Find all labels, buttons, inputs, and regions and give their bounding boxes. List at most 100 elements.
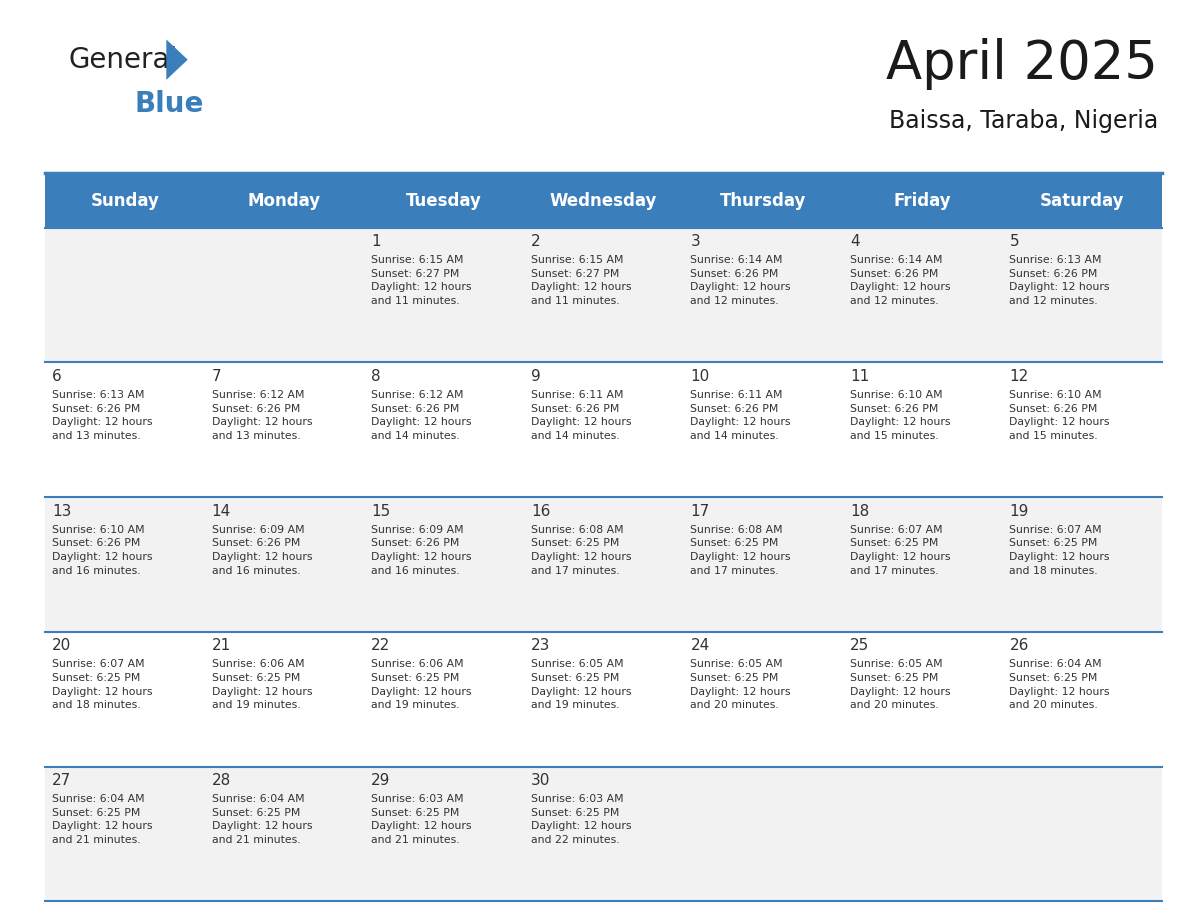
Text: Sunday: Sunday (90, 192, 159, 210)
Text: Sunrise: 6:08 AM
Sunset: 6:25 PM
Daylight: 12 hours
and 17 minutes.: Sunrise: 6:08 AM Sunset: 6:25 PM Dayligh… (531, 525, 631, 576)
Bar (842, 363, 1003, 498)
Text: 28: 28 (211, 773, 230, 789)
Bar (842, 228, 1003, 363)
Text: Sunrise: 6:08 AM
Sunset: 6:25 PM
Daylight: 12 hours
and 17 minutes.: Sunrise: 6:08 AM Sunset: 6:25 PM Dayligh… (690, 525, 791, 576)
Text: 15: 15 (372, 504, 391, 519)
Text: 27: 27 (52, 773, 71, 789)
Text: 5: 5 (1010, 234, 1019, 249)
Text: Baissa, Taraba, Nigeria: Baissa, Taraba, Nigeria (889, 109, 1158, 133)
Text: Sunrise: 6:05 AM
Sunset: 6:25 PM
Daylight: 12 hours
and 19 minutes.: Sunrise: 6:05 AM Sunset: 6:25 PM Dayligh… (531, 659, 631, 711)
Text: 13: 13 (52, 504, 71, 519)
Bar (1003, 498, 1162, 632)
Text: Sunrise: 6:11 AM
Sunset: 6:26 PM
Daylight: 12 hours
and 14 minutes.: Sunrise: 6:11 AM Sunset: 6:26 PM Dayligh… (690, 390, 791, 441)
Bar (842, 767, 1003, 901)
Text: 8: 8 (372, 369, 381, 384)
Text: Sunrise: 6:05 AM
Sunset: 6:25 PM
Daylight: 12 hours
and 20 minutes.: Sunrise: 6:05 AM Sunset: 6:25 PM Dayligh… (849, 659, 950, 711)
Bar (365, 498, 524, 632)
Bar (524, 632, 683, 767)
Bar (524, 498, 683, 632)
Text: 1: 1 (372, 234, 381, 249)
Text: 26: 26 (1010, 638, 1029, 654)
Bar (204, 174, 365, 228)
Bar (45, 767, 204, 901)
Bar (45, 632, 204, 767)
Text: Sunrise: 6:15 AM
Sunset: 6:27 PM
Daylight: 12 hours
and 11 minutes.: Sunrise: 6:15 AM Sunset: 6:27 PM Dayligh… (531, 255, 631, 306)
Bar (204, 632, 365, 767)
Bar (365, 767, 524, 901)
Text: Saturday: Saturday (1040, 192, 1124, 210)
Text: 22: 22 (372, 638, 391, 654)
Bar (524, 363, 683, 498)
Bar (365, 174, 524, 228)
Text: Sunrise: 6:14 AM
Sunset: 6:26 PM
Daylight: 12 hours
and 12 minutes.: Sunrise: 6:14 AM Sunset: 6:26 PM Dayligh… (849, 255, 950, 306)
Text: Thursday: Thursday (720, 192, 807, 210)
Bar (45, 228, 204, 363)
Bar (204, 363, 365, 498)
Bar (683, 767, 842, 901)
Text: 29: 29 (372, 773, 391, 789)
Text: 21: 21 (211, 638, 230, 654)
Text: 16: 16 (531, 504, 550, 519)
Text: Sunrise: 6:07 AM
Sunset: 6:25 PM
Daylight: 12 hours
and 17 minutes.: Sunrise: 6:07 AM Sunset: 6:25 PM Dayligh… (849, 525, 950, 576)
Text: Sunrise: 6:13 AM
Sunset: 6:26 PM
Daylight: 12 hours
and 12 minutes.: Sunrise: 6:13 AM Sunset: 6:26 PM Dayligh… (1010, 255, 1110, 306)
Text: 24: 24 (690, 638, 709, 654)
Text: Monday: Monday (248, 192, 321, 210)
Text: Sunrise: 6:05 AM
Sunset: 6:25 PM
Daylight: 12 hours
and 20 minutes.: Sunrise: 6:05 AM Sunset: 6:25 PM Dayligh… (690, 659, 791, 711)
Text: Sunrise: 6:11 AM
Sunset: 6:26 PM
Daylight: 12 hours
and 14 minutes.: Sunrise: 6:11 AM Sunset: 6:26 PM Dayligh… (531, 390, 631, 441)
Text: Sunrise: 6:10 AM
Sunset: 6:26 PM
Daylight: 12 hours
and 15 minutes.: Sunrise: 6:10 AM Sunset: 6:26 PM Dayligh… (1010, 390, 1110, 441)
Text: 2: 2 (531, 234, 541, 249)
Bar (524, 767, 683, 901)
Text: Sunrise: 6:07 AM
Sunset: 6:25 PM
Daylight: 12 hours
and 18 minutes.: Sunrise: 6:07 AM Sunset: 6:25 PM Dayligh… (1010, 525, 1110, 576)
Text: 20: 20 (52, 638, 71, 654)
Text: Sunrise: 6:04 AM
Sunset: 6:25 PM
Daylight: 12 hours
and 21 minutes.: Sunrise: 6:04 AM Sunset: 6:25 PM Dayligh… (52, 794, 153, 845)
Text: 18: 18 (849, 504, 870, 519)
Text: Sunrise: 6:13 AM
Sunset: 6:26 PM
Daylight: 12 hours
and 13 minutes.: Sunrise: 6:13 AM Sunset: 6:26 PM Dayligh… (52, 390, 153, 441)
Text: General: General (69, 46, 178, 73)
Bar (1003, 632, 1162, 767)
Text: 30: 30 (531, 773, 550, 789)
Text: Sunrise: 6:09 AM
Sunset: 6:26 PM
Daylight: 12 hours
and 16 minutes.: Sunrise: 6:09 AM Sunset: 6:26 PM Dayligh… (211, 525, 312, 576)
Bar (45, 174, 204, 228)
Bar (204, 498, 365, 632)
Text: Sunrise: 6:07 AM
Sunset: 6:25 PM
Daylight: 12 hours
and 18 minutes.: Sunrise: 6:07 AM Sunset: 6:25 PM Dayligh… (52, 659, 153, 711)
Bar (683, 498, 842, 632)
Text: 3: 3 (690, 234, 700, 249)
Text: 14: 14 (211, 504, 230, 519)
Bar (1003, 228, 1162, 363)
Text: Sunrise: 6:10 AM
Sunset: 6:26 PM
Daylight: 12 hours
and 15 minutes.: Sunrise: 6:10 AM Sunset: 6:26 PM Dayligh… (849, 390, 950, 441)
Bar (1003, 767, 1162, 901)
Text: 25: 25 (849, 638, 870, 654)
Bar (842, 632, 1003, 767)
Polygon shape (166, 39, 188, 80)
Bar (204, 767, 365, 901)
Bar (524, 174, 683, 228)
Text: Sunrise: 6:14 AM
Sunset: 6:26 PM
Daylight: 12 hours
and 12 minutes.: Sunrise: 6:14 AM Sunset: 6:26 PM Dayligh… (690, 255, 791, 306)
Text: Tuesday: Tuesday (406, 192, 482, 210)
Bar (683, 174, 842, 228)
Text: 12: 12 (1010, 369, 1029, 384)
Bar (1003, 363, 1162, 498)
Bar (45, 498, 204, 632)
Text: 11: 11 (849, 369, 870, 384)
Bar (842, 174, 1003, 228)
Bar (365, 632, 524, 767)
Text: Sunrise: 6:12 AM
Sunset: 6:26 PM
Daylight: 12 hours
and 14 minutes.: Sunrise: 6:12 AM Sunset: 6:26 PM Dayligh… (372, 390, 472, 441)
Text: 10: 10 (690, 369, 709, 384)
Text: 23: 23 (531, 638, 550, 654)
Text: 19: 19 (1010, 504, 1029, 519)
Bar (683, 632, 842, 767)
Bar (524, 228, 683, 363)
Text: April 2025: April 2025 (886, 39, 1158, 90)
Text: Sunrise: 6:04 AM
Sunset: 6:25 PM
Daylight: 12 hours
and 20 minutes.: Sunrise: 6:04 AM Sunset: 6:25 PM Dayligh… (1010, 659, 1110, 711)
Text: Wednesday: Wednesday (550, 192, 657, 210)
Text: 4: 4 (849, 234, 860, 249)
Text: Sunrise: 6:04 AM
Sunset: 6:25 PM
Daylight: 12 hours
and 21 minutes.: Sunrise: 6:04 AM Sunset: 6:25 PM Dayligh… (211, 794, 312, 845)
Text: 7: 7 (211, 369, 221, 384)
Bar (1003, 174, 1162, 228)
Text: Sunrise: 6:10 AM
Sunset: 6:26 PM
Daylight: 12 hours
and 16 minutes.: Sunrise: 6:10 AM Sunset: 6:26 PM Dayligh… (52, 525, 153, 576)
Bar (683, 228, 842, 363)
Text: Sunrise: 6:15 AM
Sunset: 6:27 PM
Daylight: 12 hours
and 11 minutes.: Sunrise: 6:15 AM Sunset: 6:27 PM Dayligh… (372, 255, 472, 306)
Bar (683, 363, 842, 498)
Text: Sunrise: 6:09 AM
Sunset: 6:26 PM
Daylight: 12 hours
and 16 minutes.: Sunrise: 6:09 AM Sunset: 6:26 PM Dayligh… (372, 525, 472, 576)
Text: Sunrise: 6:03 AM
Sunset: 6:25 PM
Daylight: 12 hours
and 21 minutes.: Sunrise: 6:03 AM Sunset: 6:25 PM Dayligh… (372, 794, 472, 845)
